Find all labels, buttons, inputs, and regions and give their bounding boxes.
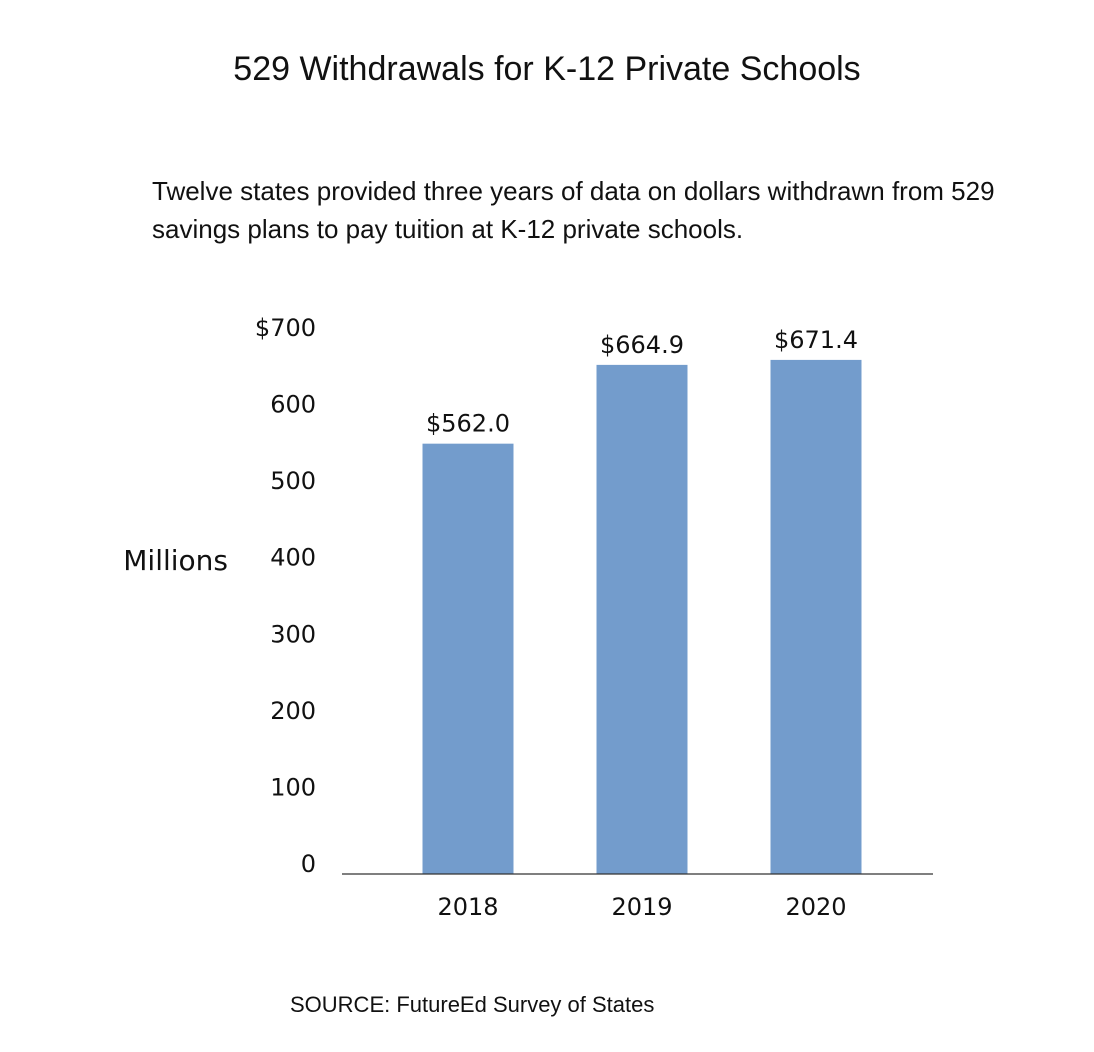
bar-2018 xyxy=(422,443,514,874)
chart-subtitle: Twelve states provided three years of da… xyxy=(152,176,995,244)
x-axis-ticks: 2018 2019 2020 xyxy=(437,893,846,921)
y-tick-label: 300 xyxy=(270,620,316,648)
y-tick-label: 100 xyxy=(270,773,316,801)
bars xyxy=(422,359,862,874)
y-tick-label: 600 xyxy=(270,391,316,419)
bar-value-label: $664.9 xyxy=(600,331,684,359)
x-tick-label: 2018 xyxy=(437,893,498,921)
x-tick-label: 2020 xyxy=(785,893,846,921)
x-tick-label: 2019 xyxy=(611,893,672,921)
bar-value-label: $671.4 xyxy=(774,326,858,354)
source-note: SOURCE: FutureEd Survey of States xyxy=(290,992,655,1017)
y-tick-label: 0 xyxy=(301,850,316,878)
y-tick-label: 200 xyxy=(270,697,316,725)
bar-2019 xyxy=(596,364,688,874)
chart-title: 529 Withdrawals for K-12 Private Schools xyxy=(233,50,861,88)
y-tick-label: 500 xyxy=(270,467,316,495)
bar-2020 xyxy=(770,359,862,874)
y-tick-label: 400 xyxy=(270,544,316,572)
y-tick-label: $700 xyxy=(255,314,316,342)
bar-value-labels: $562.0 $664.9 $671.4 xyxy=(426,326,858,438)
y-axis-ticks: 0 100 200 300 400 500 600 $700 xyxy=(255,314,316,878)
y-axis-label: Millions xyxy=(123,544,228,577)
bar-value-label: $562.0 xyxy=(426,410,510,438)
